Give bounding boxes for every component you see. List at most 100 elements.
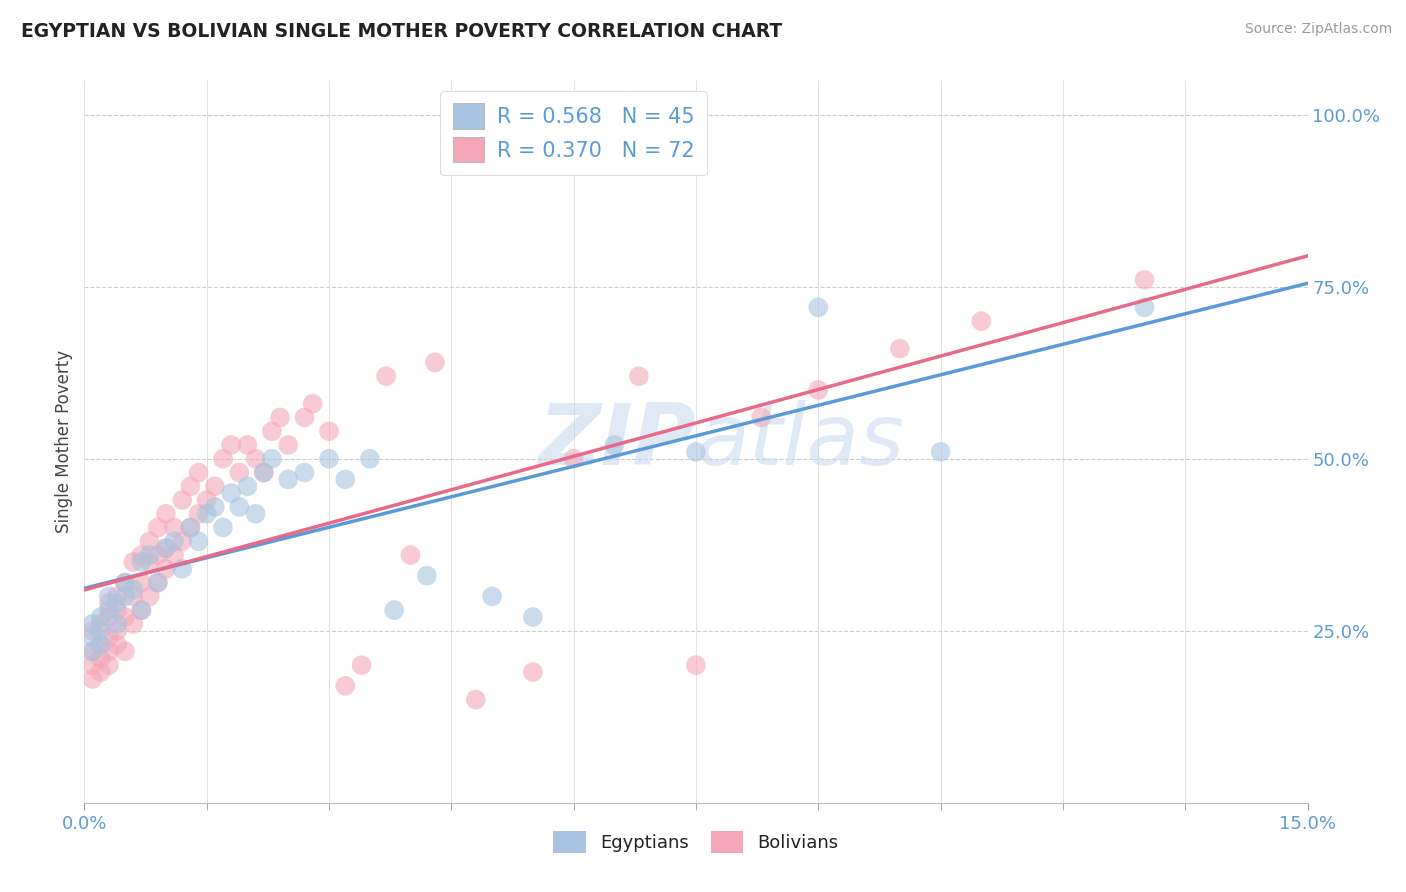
Point — [179, 520, 201, 534]
Point — [114, 590, 136, 604]
Point — [105, 638, 128, 652]
Point — [179, 520, 201, 534]
Point — [685, 658, 707, 673]
Point — [90, 616, 112, 631]
Point — [228, 500, 250, 514]
Point — [163, 548, 186, 562]
Point — [236, 479, 259, 493]
Point — [253, 466, 276, 480]
Point — [114, 610, 136, 624]
Point — [90, 624, 112, 638]
Point — [970, 314, 993, 328]
Point — [562, 451, 585, 466]
Point — [82, 658, 104, 673]
Point — [97, 590, 120, 604]
Point — [929, 445, 952, 459]
Point — [122, 555, 145, 569]
Point — [204, 500, 226, 514]
Point — [187, 534, 209, 549]
Point — [318, 424, 340, 438]
Text: atlas: atlas — [696, 400, 904, 483]
Point — [603, 438, 626, 452]
Point — [131, 548, 153, 562]
Point — [627, 369, 650, 384]
Point — [146, 548, 169, 562]
Point — [146, 575, 169, 590]
Point — [187, 507, 209, 521]
Point — [82, 644, 104, 658]
Y-axis label: Single Mother Poverty: Single Mother Poverty — [55, 350, 73, 533]
Point — [90, 665, 112, 679]
Point — [82, 624, 104, 638]
Point — [138, 548, 160, 562]
Point — [97, 596, 120, 610]
Point — [90, 610, 112, 624]
Point — [90, 651, 112, 665]
Point — [245, 507, 267, 521]
Point — [464, 692, 486, 706]
Point — [179, 479, 201, 493]
Point — [97, 610, 120, 624]
Point — [90, 638, 112, 652]
Point — [219, 438, 242, 452]
Point — [335, 472, 357, 486]
Text: Source: ZipAtlas.com: Source: ZipAtlas.com — [1244, 22, 1392, 37]
Text: EGYPTIAN VS BOLIVIAN SINGLE MOTHER POVERTY CORRELATION CHART: EGYPTIAN VS BOLIVIAN SINGLE MOTHER POVER… — [21, 22, 782, 41]
Point — [82, 644, 104, 658]
Point — [105, 616, 128, 631]
Point — [522, 665, 544, 679]
Point — [260, 451, 283, 466]
Point — [114, 644, 136, 658]
Point — [82, 616, 104, 631]
Point — [172, 562, 194, 576]
Point — [522, 610, 544, 624]
Legend: Egyptians, Bolivians: Egyptians, Bolivians — [544, 822, 848, 863]
Point — [350, 658, 373, 673]
Point — [187, 466, 209, 480]
Point — [1133, 273, 1156, 287]
Point — [155, 507, 177, 521]
Point — [195, 493, 218, 508]
Point — [155, 541, 177, 556]
Point — [807, 383, 830, 397]
Point — [138, 534, 160, 549]
Point — [163, 520, 186, 534]
Point — [245, 451, 267, 466]
Point — [749, 410, 772, 425]
Point — [105, 596, 128, 610]
Point — [97, 658, 120, 673]
Point — [195, 507, 218, 521]
Point — [97, 644, 120, 658]
Point — [260, 424, 283, 438]
Point — [146, 520, 169, 534]
Point — [146, 575, 169, 590]
Point — [294, 410, 316, 425]
Point — [423, 355, 446, 369]
Point — [277, 472, 299, 486]
Point — [131, 575, 153, 590]
Point — [114, 575, 136, 590]
Point — [131, 603, 153, 617]
Point — [97, 603, 120, 617]
Point — [212, 520, 235, 534]
Point — [236, 438, 259, 452]
Point — [105, 624, 128, 638]
Point — [172, 534, 194, 549]
Point — [138, 555, 160, 569]
Point — [122, 590, 145, 604]
Point — [105, 590, 128, 604]
Point — [375, 369, 398, 384]
Point — [228, 466, 250, 480]
Point — [253, 466, 276, 480]
Point — [359, 451, 381, 466]
Point — [114, 575, 136, 590]
Point — [481, 590, 503, 604]
Point — [1133, 301, 1156, 315]
Point — [90, 638, 112, 652]
Point — [155, 562, 177, 576]
Point — [122, 582, 145, 597]
Point — [269, 410, 291, 425]
Point — [318, 451, 340, 466]
Point — [82, 672, 104, 686]
Point — [105, 603, 128, 617]
